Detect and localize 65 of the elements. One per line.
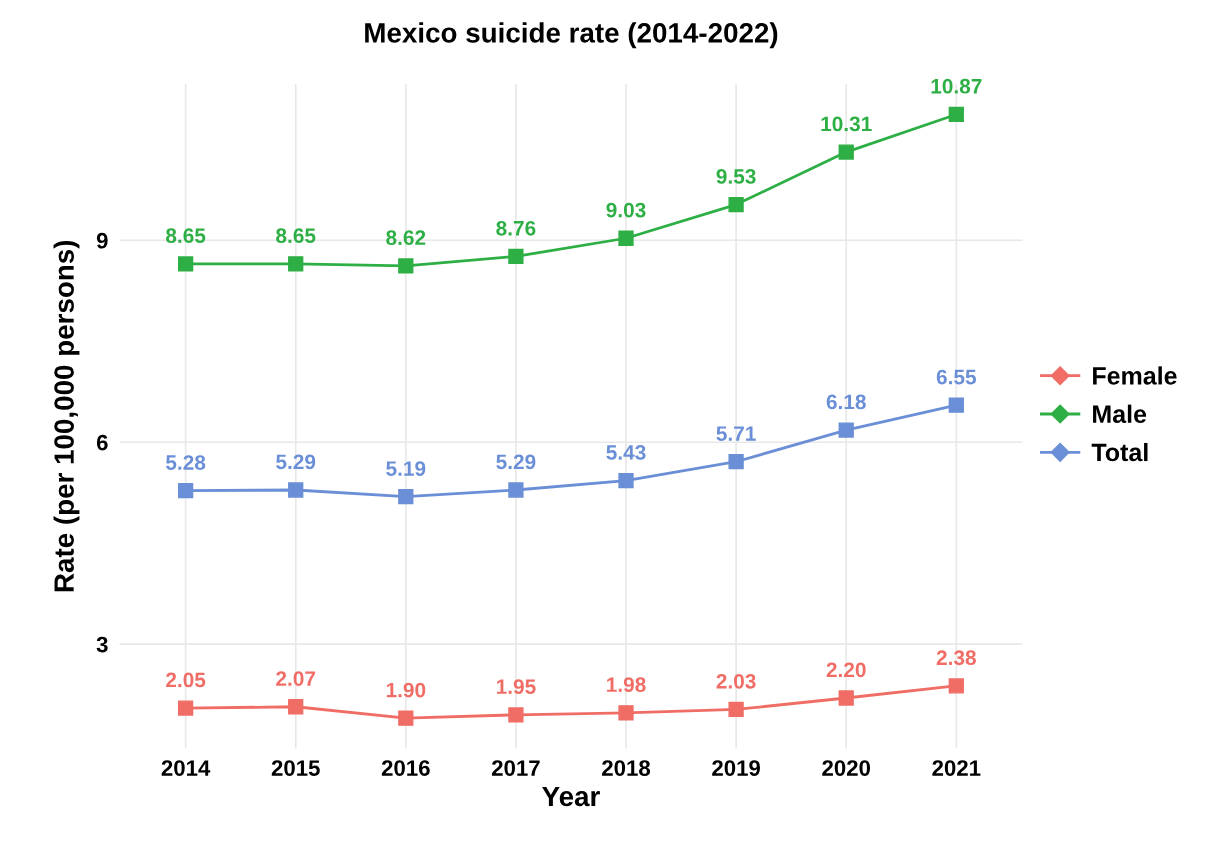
data-label: 1.98 (607, 677, 646, 693)
data-label: 5.28 (165, 455, 206, 470)
chart-title: Mexico suicide rate (2014-2022) (365, 22, 778, 49)
x-tick-label: 2020 (822, 760, 871, 776)
data-label: 5.19 (386, 461, 426, 476)
point (177, 700, 194, 716)
data-label: 5.71 (716, 426, 756, 441)
point (618, 230, 634, 246)
point (838, 144, 854, 160)
point (177, 483, 194, 499)
point (288, 256, 304, 272)
y-tick-label: 6 (96, 434, 108, 451)
point (398, 258, 414, 274)
data-label: 2.20 (826, 662, 866, 678)
point (948, 106, 964, 123)
x-tick-label: 2017 (491, 760, 540, 776)
point (728, 701, 744, 718)
data-label: 2.05 (166, 672, 206, 688)
data-label: 6.18 (826, 394, 866, 410)
point (288, 699, 304, 715)
y-axis-title: Rate (per 100,000 persons) (53, 240, 80, 592)
y-tick-label: 3 (96, 636, 108, 653)
data-label: 8.76 (496, 220, 536, 236)
point (398, 489, 414, 505)
data-label: 1.90 (386, 682, 426, 698)
x-tick-label: 2018 (602, 760, 651, 776)
data-label: 6.55 (936, 369, 976, 385)
data-label: 10.31 (821, 116, 872, 132)
legend-label: Female (1093, 366, 1177, 385)
data-label: 5.29 (276, 454, 316, 470)
x-tick-label: 2021 (932, 760, 981, 776)
data-label: 8.65 (276, 228, 316, 244)
point (618, 705, 634, 721)
x-tick-label: 2014 (161, 760, 211, 776)
x-axis-title: Year (542, 786, 600, 807)
point (508, 707, 524, 723)
legend-label: Male (1093, 404, 1147, 424)
legend-label: Total (1091, 442, 1148, 462)
point (728, 196, 744, 213)
point (838, 422, 854, 438)
x-tick-label: 2015 (271, 760, 320, 776)
x-tick-label: 2016 (381, 760, 430, 776)
point (398, 710, 414, 726)
point (948, 678, 964, 694)
point (728, 454, 744, 470)
point (838, 690, 854, 706)
data-label: 8.65 (166, 228, 206, 244)
point (618, 472, 634, 489)
y-tick-label: 9 (96, 232, 108, 249)
data-label: 1.95 (496, 679, 536, 695)
data-label: 9.53 (716, 169, 756, 184)
point (948, 397, 964, 413)
data-label: 2.38 (936, 650, 976, 666)
point (508, 482, 524, 498)
data-label: 9.03 (606, 202, 646, 218)
data-label: 2.07 (276, 671, 316, 686)
data-label: 5.43 (606, 445, 646, 460)
point (177, 256, 194, 272)
data-label: 2.03 (716, 673, 756, 689)
x-tick-label: 2019 (712, 760, 760, 776)
point (508, 248, 524, 265)
data-label: 8.62 (386, 230, 426, 246)
data-label: 10.87 (931, 78, 982, 94)
point (288, 482, 304, 498)
data-label: 5.29 (496, 454, 536, 470)
